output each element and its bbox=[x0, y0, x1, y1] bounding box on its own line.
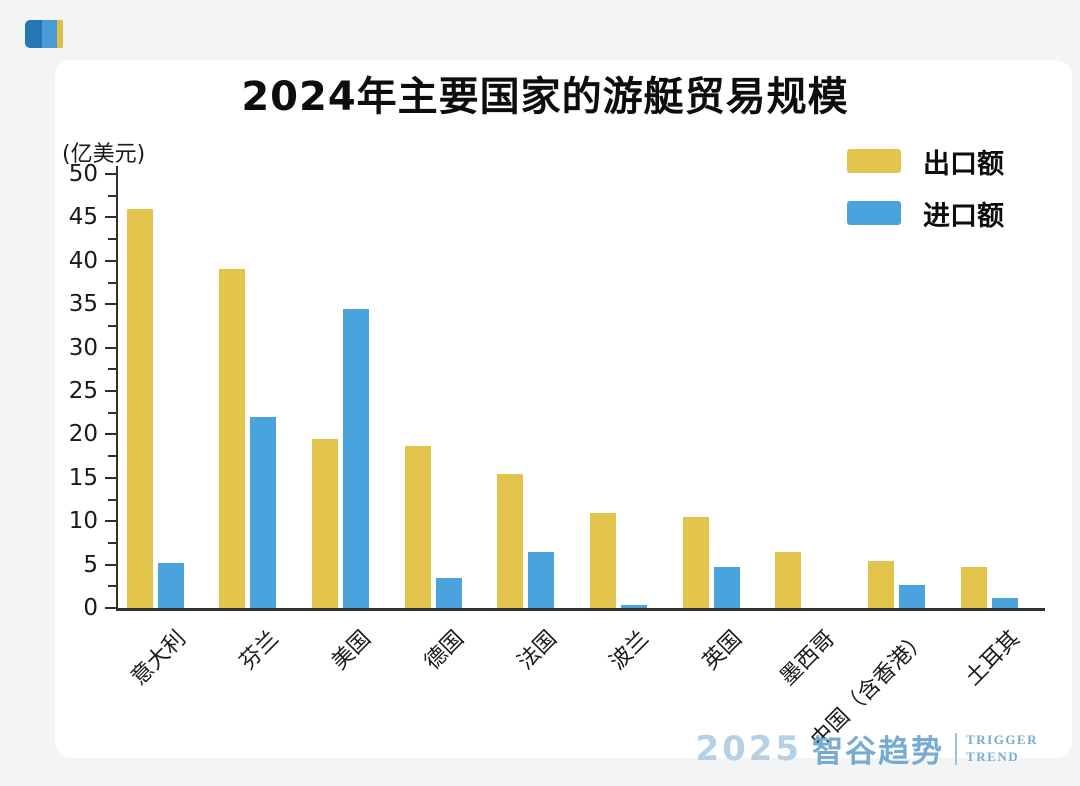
bar-import bbox=[157, 562, 184, 608]
y-axis-line bbox=[116, 166, 118, 611]
y-tick-label: 20 bbox=[68, 421, 98, 448]
y-tick-label: 45 bbox=[68, 204, 98, 231]
bar-import bbox=[435, 577, 462, 608]
x-axis-label: 墨西哥 bbox=[775, 626, 840, 691]
x-axis-label: 德国 bbox=[420, 626, 470, 676]
bar-import bbox=[342, 308, 369, 608]
bar-export bbox=[219, 269, 246, 608]
y-major-tick bbox=[105, 607, 116, 609]
bar-export bbox=[590, 513, 616, 608]
brand-bookmark-yellow-segment bbox=[57, 20, 63, 48]
x-axis-label: 意大利 bbox=[126, 626, 191, 691]
y-minor-tick bbox=[108, 498, 116, 501]
legend-item-import: 进口额 bbox=[847, 201, 1004, 232]
publisher-year: 2025 bbox=[695, 728, 803, 769]
y-minor-tick bbox=[108, 411, 116, 414]
bar-export bbox=[497, 474, 524, 608]
y-major-tick bbox=[105, 520, 116, 523]
x-axis-label: 土耳其 bbox=[960, 626, 1026, 691]
publisher-tagline-line1: TRIGGER bbox=[966, 732, 1038, 748]
x-axis-label: 芬兰 bbox=[234, 626, 284, 676]
legend-label-export: 出口额 bbox=[923, 148, 1004, 180]
brand-bookmark-light-segment bbox=[42, 20, 57, 48]
y-major-tick bbox=[105, 476, 116, 479]
y-tick-label: 0 bbox=[83, 595, 98, 621]
y-major-tick bbox=[105, 390, 116, 392]
y-minor-tick bbox=[108, 541, 116, 544]
y-tick-label: 30 bbox=[68, 334, 98, 361]
bar-export bbox=[126, 208, 153, 608]
legend-swatch-export bbox=[847, 149, 901, 173]
y-minor-tick bbox=[108, 455, 116, 458]
y-tick-label: 15 bbox=[68, 464, 98, 491]
legend-item-export: 出口额 bbox=[847, 149, 1004, 180]
x-axis-line bbox=[116, 608, 1045, 611]
y-major-tick bbox=[105, 303, 116, 306]
y-major-tick bbox=[105, 563, 116, 566]
publisher-logo-divider bbox=[955, 732, 958, 765]
y-major-tick bbox=[105, 346, 116, 349]
publisher-logo: 2025 智谷趋势 TRIGGER TREND bbox=[695, 726, 1038, 771]
y-minor-tick bbox=[108, 238, 116, 241]
legend: 出口额 进口额 bbox=[847, 149, 1004, 253]
y-major-tick bbox=[105, 433, 116, 436]
y-tick-label: 35 bbox=[68, 291, 98, 318]
x-axis-label: 法国 bbox=[512, 626, 562, 676]
y-minor-tick bbox=[108, 324, 116, 327]
y-minor-tick bbox=[108, 368, 116, 371]
bar-import bbox=[250, 417, 277, 608]
bar-import bbox=[713, 567, 740, 608]
bar-import bbox=[621, 604, 647, 608]
chart-title: 2024年主要国家的游艇贸易规模 bbox=[241, 74, 849, 120]
publisher-tagline-line2: TREND bbox=[966, 748, 1020, 764]
x-axis-label: 美国 bbox=[327, 626, 377, 676]
y-tick-label: 10 bbox=[68, 508, 98, 535]
bar-export bbox=[682, 516, 709, 608]
y-minor-tick bbox=[108, 585, 116, 588]
brand-bookmark-icon bbox=[25, 20, 63, 48]
bar-import bbox=[991, 597, 1018, 608]
y-tick-label: 40 bbox=[68, 247, 98, 274]
legend-swatch-import bbox=[847, 201, 901, 225]
brand-bookmark-dark-segment bbox=[25, 20, 42, 48]
y-major-tick bbox=[105, 216, 116, 219]
publisher-tagline: TRIGGER TREND bbox=[966, 732, 1038, 765]
y-minor-tick bbox=[108, 281, 116, 284]
bar-export bbox=[775, 551, 802, 608]
x-axis-label: 英国 bbox=[698, 626, 748, 676]
bar-export bbox=[868, 561, 895, 608]
y-major-tick bbox=[105, 259, 116, 262]
legend-label-import: 进口额 bbox=[923, 200, 1004, 232]
x-axis-label: 波兰 bbox=[605, 626, 655, 676]
y-minor-tick bbox=[108, 194, 116, 197]
bar-import bbox=[528, 551, 555, 608]
y-tick-label: 25 bbox=[68, 378, 98, 404]
publisher-brand-name: 智谷趋势 bbox=[812, 734, 945, 770]
bar-export bbox=[960, 567, 987, 608]
bar-import bbox=[899, 585, 926, 608]
bar-export bbox=[404, 445, 431, 608]
bar-export bbox=[311, 438, 338, 608]
y-tick-label: 5 bbox=[83, 551, 98, 578]
y-tick-label: 50 bbox=[68, 161, 98, 187]
y-major-tick bbox=[105, 173, 116, 175]
y-axis-unit-label: (亿美元) bbox=[62, 142, 146, 167]
